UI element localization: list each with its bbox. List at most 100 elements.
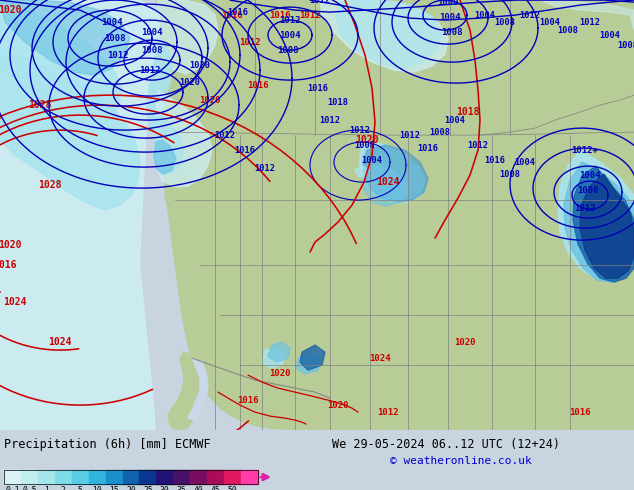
Text: 15: 15 (109, 486, 119, 490)
Text: 2: 2 (61, 486, 66, 490)
Text: 1008: 1008 (557, 25, 578, 35)
Text: 1020: 1020 (199, 96, 221, 104)
Text: 1020: 1020 (179, 77, 200, 87)
Text: 1020: 1020 (0, 240, 22, 250)
Text: 40: 40 (194, 486, 204, 490)
Bar (72, 470, 89, 484)
Text: 1004: 1004 (579, 171, 601, 180)
Text: 1008: 1008 (277, 46, 299, 54)
Text: 1008: 1008 (429, 127, 451, 137)
Bar (89, 470, 106, 484)
Text: 5: 5 (78, 486, 82, 490)
Polygon shape (262, 348, 285, 368)
Text: 1004: 1004 (279, 30, 301, 40)
Text: 1012: 1012 (309, 0, 330, 4)
Text: 45: 45 (210, 486, 221, 490)
Text: 1004: 1004 (101, 18, 123, 26)
Text: 1012: 1012 (579, 18, 600, 26)
Text: 1: 1 (44, 486, 49, 490)
Text: 1018: 1018 (456, 107, 480, 117)
Text: 1016: 1016 (418, 144, 439, 152)
Text: 1012+: 1012+ (572, 146, 598, 155)
Polygon shape (188, 358, 208, 420)
Text: 1004: 1004 (515, 158, 536, 167)
Polygon shape (147, 40, 172, 135)
Text: 1016: 1016 (235, 146, 256, 155)
Polygon shape (158, 95, 170, 115)
Text: 1020: 1020 (190, 61, 210, 70)
Polygon shape (154, 140, 176, 174)
Polygon shape (154, 112, 184, 175)
Text: 1016: 1016 (569, 408, 591, 416)
Polygon shape (573, 166, 634, 282)
Polygon shape (363, 165, 408, 206)
Text: 1008: 1008 (441, 27, 463, 37)
Polygon shape (158, 0, 218, 74)
Text: 1004: 1004 (600, 30, 621, 40)
Bar (38, 470, 55, 484)
Text: 1012: 1012 (467, 141, 489, 149)
Text: 1008: 1008 (495, 18, 515, 26)
Polygon shape (363, 145, 428, 202)
Text: 1004: 1004 (540, 18, 560, 26)
Text: 0.1: 0.1 (5, 486, 20, 490)
Polygon shape (155, 90, 212, 187)
Text: 1016: 1016 (221, 11, 243, 20)
Bar (157, 470, 173, 484)
Text: 1024: 1024 (48, 337, 72, 347)
Text: 1004: 1004 (141, 27, 163, 37)
Text: 1018: 1018 (328, 98, 349, 107)
Text: 1016: 1016 (307, 84, 328, 93)
Text: © weatheronline.co.uk: © weatheronline.co.uk (390, 456, 532, 466)
Text: 1024: 1024 (3, 297, 27, 307)
Polygon shape (355, 165, 368, 177)
Text: 0.5: 0.5 (22, 486, 37, 490)
Bar (139, 470, 157, 484)
Polygon shape (540, 0, 634, 30)
Text: 1012: 1012 (254, 164, 276, 172)
Text: 25: 25 (143, 486, 153, 490)
Polygon shape (0, 0, 158, 430)
Text: 20: 20 (126, 486, 136, 490)
Polygon shape (268, 342, 290, 362)
Text: 1012: 1012 (239, 38, 261, 47)
Bar (207, 470, 224, 484)
Text: 1024: 1024 (376, 177, 400, 187)
Bar (190, 470, 207, 484)
Text: 1012: 1012 (574, 204, 596, 213)
Text: 1024: 1024 (369, 354, 391, 363)
Bar (4, 470, 258, 484)
Text: 35: 35 (177, 486, 186, 490)
Text: 1028: 1028 (29, 100, 52, 110)
Text: 1012: 1012 (139, 66, 161, 74)
Text: 10: 10 (93, 486, 102, 490)
Text: 1004: 1004 (439, 13, 461, 22)
Polygon shape (168, 352, 202, 430)
Polygon shape (296, 352, 320, 374)
Polygon shape (580, 174, 634, 278)
Polygon shape (320, 0, 448, 72)
Text: 1012: 1012 (320, 116, 340, 124)
Text: 1008: 1008 (500, 170, 521, 179)
Text: Precipitation (6h) [mm] ECMWF: Precipitation (6h) [mm] ECMWF (4, 438, 210, 451)
Text: 1028: 1028 (38, 180, 61, 190)
Text: 1016: 1016 (247, 81, 269, 90)
Text: 1016: 1016 (237, 395, 259, 405)
Text: 1004: 1004 (444, 116, 465, 124)
Text: 1020: 1020 (355, 135, 378, 145)
Text: 1012: 1012 (399, 131, 420, 140)
Polygon shape (558, 150, 634, 280)
Bar (173, 470, 190, 484)
Text: 1008: 1008 (618, 41, 634, 49)
Bar (224, 470, 241, 484)
Text: 1000: 1000 (437, 0, 459, 6)
Bar (55, 470, 72, 484)
Text: 1020: 1020 (454, 338, 476, 346)
Text: 1012: 1012 (519, 11, 541, 20)
Text: 30: 30 (160, 486, 170, 490)
Text: 1004: 1004 (474, 11, 496, 20)
Text: 1016: 1016 (269, 11, 291, 20)
Text: 1016: 1016 (228, 8, 249, 17)
Text: 1008: 1008 (141, 46, 163, 54)
Polygon shape (0, 0, 122, 128)
